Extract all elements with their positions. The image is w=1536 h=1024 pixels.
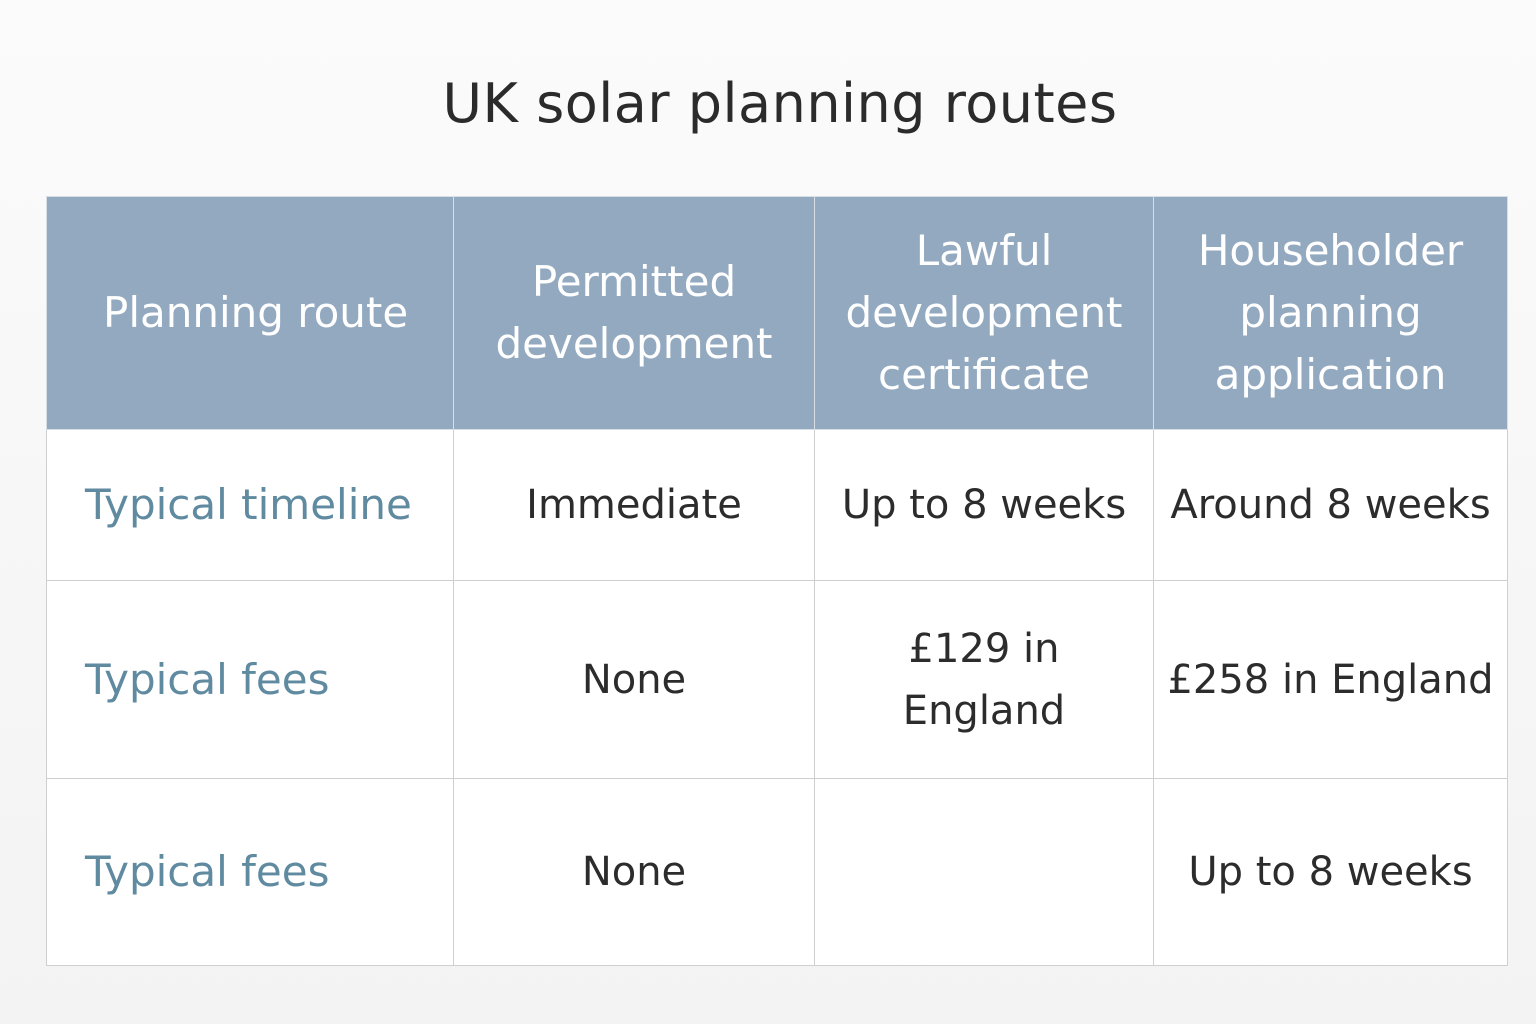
header-householder-planning-application: Householder planning application	[1153, 196, 1508, 430]
table-cell	[814, 778, 1154, 966]
row-label: Typical fees	[46, 580, 454, 779]
table-cell: Immediate	[453, 429, 815, 581]
header-lawful-development-certificate: Lawful development certificate	[814, 196, 1154, 430]
table-row: Typical timeline Immediate Up to 8 weeks…	[46, 429, 1508, 581]
row-label: Typical fees	[46, 778, 454, 966]
header-permitted-development: Permitted development	[453, 196, 815, 430]
table-cell: None	[453, 580, 815, 779]
row-label: Typical timeline	[46, 429, 454, 581]
planning-routes-table: Planning route Permitted development Law…	[46, 196, 1508, 966]
table-cell: Around 8 weeks	[1153, 429, 1508, 581]
table-row: Typical fees None £129 in England £258 i…	[46, 580, 1508, 779]
header-planning-route: Planning route	[46, 196, 454, 430]
table-row: Typical fees None Up to 8 weeks	[46, 778, 1508, 966]
header-row: Planning route Permitted development Law…	[46, 196, 1508, 430]
table-cell: £258 in England	[1153, 580, 1508, 779]
table-cell: £129 in England	[814, 580, 1154, 779]
table-cell: Up to 8 weeks	[1153, 778, 1508, 966]
page-title: UK solar planning routes	[442, 72, 1118, 135]
table-cell: Up to 8 weeks	[814, 429, 1154, 581]
table-cell: None	[453, 778, 815, 966]
